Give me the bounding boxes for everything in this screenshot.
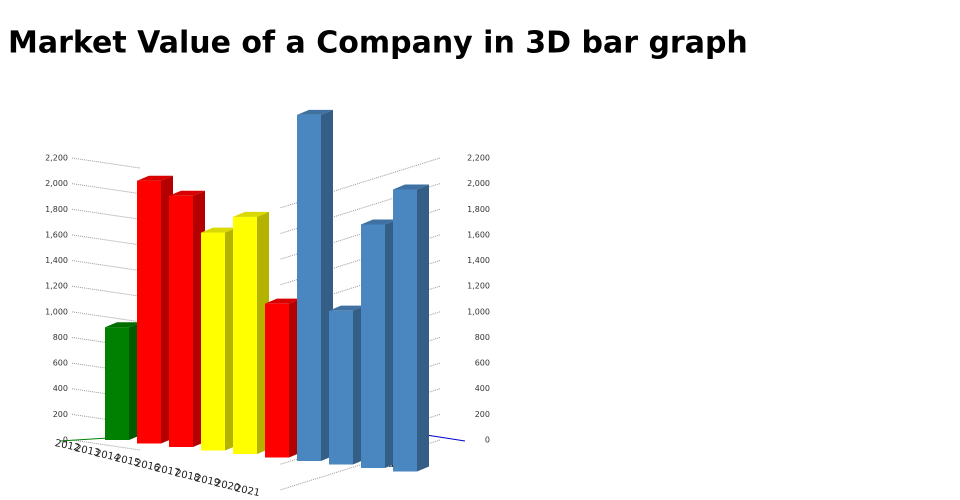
grid-line [71, 208, 141, 220]
year-label: 2013 [74, 443, 101, 459]
y-tick-label: 800 [53, 333, 68, 342]
grid-line [71, 311, 141, 323]
bar-front [201, 232, 225, 451]
y-tick-label-right: 0 [485, 436, 490, 445]
year-label: 2015 [114, 453, 141, 469]
bar-front [265, 303, 289, 458]
bar-front [105, 327, 129, 440]
y-tick-label-right: 2,000 [467, 179, 490, 188]
y-tick-label-right: 1,200 [467, 282, 490, 291]
bar-top [329, 305, 365, 311]
bar-top [105, 322, 141, 328]
y-tick-label: 1,000 [45, 307, 68, 316]
grid-line [71, 234, 141, 246]
grid-line [71, 157, 141, 169]
grid-line [71, 183, 141, 195]
y-tick-label: 400 [53, 384, 68, 393]
bar-front [361, 224, 385, 468]
y-tick-label-right: 200 [475, 410, 490, 419]
bar-front [329, 310, 353, 465]
year-label: 2019 [194, 473, 221, 489]
y-tick-label: 1,200 [45, 282, 68, 291]
y-tick-label-right: 1,400 [467, 256, 490, 265]
grid-line [71, 260, 141, 272]
bar-top [297, 109, 333, 115]
bar-top [265, 298, 301, 304]
bar-top [393, 184, 429, 190]
grid-line [71, 439, 141, 451]
y-tick-label-right: 600 [475, 359, 490, 368]
y-tick-label-right: 1,800 [467, 205, 490, 214]
y-tick-label-right: 400 [475, 384, 490, 393]
year-label: 2012 [54, 438, 81, 454]
grid-line [71, 285, 141, 297]
y-tick-label: 2,200 [45, 154, 68, 163]
y-tick-label-right: 800 [475, 333, 490, 342]
bar-side [417, 184, 429, 472]
year-label: 2020 [214, 478, 241, 494]
year-label: 2018 [174, 468, 201, 484]
year-label: 2017 [154, 463, 181, 479]
bar-front [169, 195, 193, 447]
y-tick-label: 1,400 [45, 256, 68, 265]
bar-top [201, 227, 237, 233]
year-label: 2016 [134, 458, 161, 474]
y-tick-label: 1,600 [45, 230, 68, 239]
bar-top [233, 211, 269, 217]
bar-top [169, 190, 205, 196]
bar-front [393, 189, 417, 472]
y-tick-label: 0 [63, 436, 68, 445]
bar-top [361, 219, 397, 225]
year-label: 2014 [94, 448, 121, 464]
bar-front [297, 114, 321, 461]
y-tick-label: 600 [53, 359, 68, 368]
chart-title: Market Value of a Company in 3D bar grap… [8, 26, 748, 61]
y-tick-label: 2,000 [45, 179, 68, 188]
bar-front [233, 216, 257, 454]
bar-top [137, 175, 173, 181]
y-tick-label: 200 [53, 410, 68, 419]
y-tick-label: 1,800 [45, 205, 68, 214]
y-tick-label-right: 2,200 [467, 154, 490, 163]
y-tick-label-right: 1,000 [467, 307, 490, 316]
year-label: 2021 [234, 483, 261, 499]
y-tick-label-right: 1,600 [467, 230, 490, 239]
bar-front [137, 180, 161, 444]
